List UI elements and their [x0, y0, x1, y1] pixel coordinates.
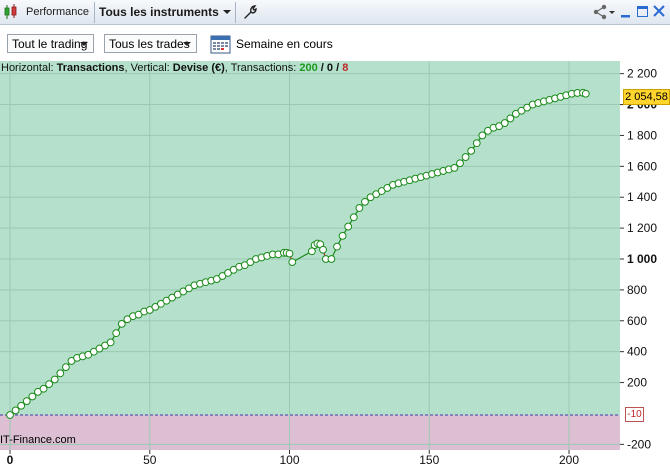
- data-point: [28, 392, 37, 401]
- trading-filter-dropdown[interactable]: Tout le trading: [7, 34, 94, 53]
- y-axis-panel: [620, 61, 670, 450]
- data-point: [461, 153, 470, 161]
- filter-toolbar: Tout le trading Tous les trades Semaine …: [0, 25, 670, 61]
- x-tick-label: 100: [279, 453, 299, 467]
- data-point: [106, 338, 115, 347]
- data-point: [17, 401, 26, 410]
- last-value-badge: 2 054,58: [623, 89, 670, 105]
- transactions-zero: 0: [326, 62, 334, 74]
- data-point: [45, 380, 54, 389]
- data-point: [285, 249, 294, 258]
- y-tick-label: 1 600: [627, 159, 657, 173]
- x-tick-label: 200: [559, 453, 579, 467]
- y-tick-label: 800: [627, 283, 647, 297]
- data-point: [288, 258, 297, 266]
- data-point: [344, 222, 353, 231]
- wrench-icon[interactable]: [242, 4, 258, 20]
- data-point: [467, 146, 476, 155]
- data-point: [6, 411, 14, 419]
- period-label[interactable]: Semaine en cours: [236, 37, 333, 51]
- plot-area-positive: [0, 61, 620, 415]
- transactions-negative: 8: [342, 62, 349, 74]
- app-title: Performance: [26, 6, 89, 18]
- info-slash: /: [317, 62, 327, 74]
- y-tick-label: 200: [627, 376, 647, 390]
- y-tick-label: 1 400: [627, 190, 657, 204]
- data-point: [450, 163, 459, 172]
- data-point: [361, 197, 369, 206]
- data-point: [56, 369, 65, 378]
- data-point: [338, 231, 347, 240]
- data-point: [62, 363, 70, 372]
- title-separator: [235, 2, 236, 23]
- title-separator: [94, 2, 95, 23]
- y-tick-label: 1 000: [627, 252, 657, 266]
- data-point: [11, 406, 20, 415]
- data-point: [472, 139, 481, 148]
- data-point: [500, 119, 509, 127]
- data-point: [117, 319, 126, 328]
- info-prefix: Horizontal:: [1, 62, 57, 74]
- data-point: [50, 375, 59, 384]
- chevron-down-icon[interactable]: [223, 10, 231, 14]
- maximize-icon[interactable]: [637, 6, 648, 17]
- y-tick-label: 400: [627, 345, 647, 359]
- reference-value-badge: -10: [625, 407, 644, 422]
- y-tick-label: 600: [627, 314, 647, 328]
- trades-filter-label: Tous les trades: [109, 37, 190, 51]
- share-icon[interactable]: [592, 4, 608, 20]
- info-separator: , Vertical:: [124, 62, 173, 74]
- y-tick-label: 1 200: [627, 221, 657, 235]
- data-point: [478, 131, 487, 140]
- trading-filter-label: Tout le trading: [12, 37, 88, 51]
- calendar-icon[interactable]: [210, 33, 231, 54]
- transactions-total: 200: [299, 62, 318, 74]
- chart-info-bar: Horizontal: Transactions, Vertical: Devi…: [1, 62, 348, 74]
- watermark: IT-Finance.com: [0, 434, 76, 446]
- data-point: [319, 245, 327, 254]
- data-point: [581, 89, 590, 98]
- chevron-down-icon: [80, 42, 88, 46]
- x-axis-panel: [0, 450, 670, 468]
- info-separator: , Transactions:: [224, 62, 300, 74]
- data-point: [355, 204, 364, 212]
- y-tick-label: 2 200: [627, 67, 657, 81]
- vertical-axis-name: Devise (€): [172, 62, 225, 74]
- share-dropdown-icon[interactable]: [609, 11, 615, 14]
- data-point: [22, 397, 31, 405]
- instrument-selector[interactable]: Tous les instruments: [99, 5, 219, 19]
- x-tick-label: 50: [143, 453, 157, 467]
- info-slash: /: [333, 62, 343, 74]
- y-tick-label: 1 800: [627, 128, 657, 142]
- data-point: [333, 242, 341, 251]
- data-point: [112, 329, 121, 338]
- x-tick-label: 150: [419, 453, 439, 467]
- minimize-icon[interactable]: [620, 5, 632, 19]
- close-icon[interactable]: [652, 4, 666, 18]
- data-point: [349, 213, 358, 222]
- chevron-down-icon: [183, 42, 191, 46]
- trades-filter-dropdown[interactable]: Tous les trades: [104, 34, 197, 53]
- y-tick-label: -200: [627, 437, 651, 451]
- data-point: [456, 159, 464, 168]
- data-point: [307, 247, 316, 256]
- horizontal-axis-name: Transactions: [56, 62, 125, 74]
- data-point: [327, 255, 336, 263]
- x-tick-label: 0: [7, 453, 14, 467]
- window-title-bar: Performance Tous les instruments: [0, 0, 670, 25]
- candlestick-app-icon: [4, 4, 17, 19]
- data-point: [39, 384, 48, 393]
- data-point: [506, 114, 515, 123]
